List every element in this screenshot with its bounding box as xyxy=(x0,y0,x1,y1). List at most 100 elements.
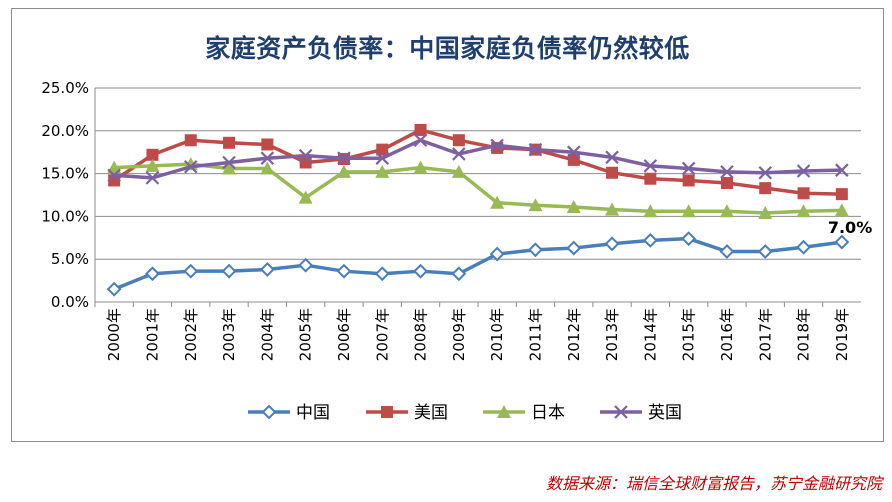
series-line-0 xyxy=(113,236,843,291)
data-point-2 xyxy=(490,195,505,209)
x-tick-label: 2013年 xyxy=(603,308,621,361)
data-point-0 xyxy=(374,266,390,282)
chart-title: 家庭资产负债率：中国家庭负债率仍然较低 xyxy=(205,34,690,63)
legend-label: 中国 xyxy=(296,403,330,423)
data-point-0 xyxy=(796,239,811,255)
x-tick-label: 2009年 xyxy=(450,308,468,361)
data-point-2 xyxy=(566,199,581,213)
x-tick-label: 2001年 xyxy=(143,308,161,361)
data-point-0 xyxy=(221,263,237,279)
data-point-0 xyxy=(451,266,467,282)
data-point-3 xyxy=(605,150,619,165)
data-point-1 xyxy=(644,172,657,185)
x-tick-label: 2017年 xyxy=(756,308,774,361)
series-line-1 xyxy=(113,128,842,196)
data-point-1 xyxy=(606,166,619,179)
legend-label: 日本 xyxy=(531,403,565,423)
data-point-1 xyxy=(146,148,159,161)
x-tick-label: 2012年 xyxy=(565,308,583,361)
data-point-0 xyxy=(489,246,505,262)
data-point-3 xyxy=(413,133,428,147)
x-tick-label: 2003年 xyxy=(220,308,238,361)
data-point-1 xyxy=(414,123,427,136)
data-point-1 xyxy=(376,143,389,156)
y-tick-label: 25.0% xyxy=(41,79,89,97)
data-point-2 xyxy=(413,160,428,174)
data-point-3 xyxy=(222,155,236,170)
data-point-2 xyxy=(375,164,390,178)
data-point-2 xyxy=(719,204,734,218)
x-tick-label: 2000年 xyxy=(105,308,123,361)
data-point-0 xyxy=(106,281,122,297)
data-point-0 xyxy=(757,244,773,259)
data-point-3 xyxy=(758,165,773,180)
data-point-2 xyxy=(605,202,620,216)
data-point-3 xyxy=(145,171,160,185)
source-note: 数据来源：瑞信全球财富报告，苏宁金融研究院 xyxy=(545,474,882,493)
data-point-3 xyxy=(490,138,504,153)
data-point-0 xyxy=(719,244,735,259)
data-point-3 xyxy=(720,165,734,179)
data-point-1 xyxy=(567,153,580,166)
data-point-2 xyxy=(834,203,849,217)
data-point-0 xyxy=(528,242,543,258)
data-point-2 xyxy=(260,161,275,175)
x-tick-label: 2019年 xyxy=(833,308,851,361)
data-point-2 xyxy=(643,204,658,218)
data-point-1 xyxy=(223,136,236,149)
data-point-0 xyxy=(604,236,620,252)
data-point-3 xyxy=(183,159,198,174)
series-line-2 xyxy=(114,162,842,215)
legend-marker xyxy=(261,404,277,420)
y-tick-label: 10.0% xyxy=(41,207,89,225)
data-point-2 xyxy=(796,204,811,218)
data-point-3 xyxy=(375,151,390,165)
x-tick-label: 2008年 xyxy=(412,308,430,361)
data-point-1 xyxy=(835,188,848,201)
data-point-2 xyxy=(451,164,466,178)
y-tick-label: 0.0% xyxy=(51,293,89,311)
x-tick-label: 2011年 xyxy=(526,308,544,361)
data-point-1 xyxy=(184,134,197,147)
legend-marker xyxy=(614,405,628,419)
data-point-0 xyxy=(145,266,160,282)
x-tick-label: 2010年 xyxy=(488,308,506,361)
data-point-0 xyxy=(834,234,850,250)
data-point-2 xyxy=(758,205,773,219)
y-tick-label: 5.0% xyxy=(51,250,89,268)
data-label: 7.0% xyxy=(828,218,872,237)
x-tick-label: 2006年 xyxy=(335,308,353,361)
x-tick-label: 2004年 xyxy=(258,308,276,361)
data-point-3 xyxy=(452,147,466,161)
data-point-3 xyxy=(337,151,351,165)
data-point-1 xyxy=(759,182,772,195)
data-point-2 xyxy=(298,190,313,204)
data-point-0 xyxy=(259,262,275,277)
data-point-0 xyxy=(336,263,352,279)
x-tick-label: 2018年 xyxy=(795,308,813,361)
data-point-3 xyxy=(298,148,313,163)
data-point-3 xyxy=(528,142,543,157)
y-tick-label: 20.0% xyxy=(41,122,89,140)
data-point-2 xyxy=(145,158,160,172)
data-point-3 xyxy=(681,161,696,176)
data-point-0 xyxy=(681,231,697,247)
series-line-3 xyxy=(114,138,842,180)
data-point-1 xyxy=(720,177,733,190)
legend-marker xyxy=(497,405,511,418)
data-point-1 xyxy=(797,187,810,200)
data-point-2 xyxy=(336,164,351,178)
data-point-3 xyxy=(107,168,121,183)
x-tick-label: 2014年 xyxy=(641,308,659,361)
data-point-0 xyxy=(566,240,582,256)
data-point-3 xyxy=(643,159,658,173)
data-point-2 xyxy=(681,204,696,218)
data-point-0 xyxy=(413,263,428,279)
data-point-1 xyxy=(261,138,274,151)
x-tick-label: 2015年 xyxy=(680,308,698,361)
x-tick-label: 2007年 xyxy=(373,308,391,361)
data-point-2 xyxy=(528,198,543,212)
chart-frame: 家庭资产负债率：中国家庭负债率仍然较低 xyxy=(11,8,884,442)
data-point-0 xyxy=(298,257,314,273)
x-tick-label: 2005年 xyxy=(297,308,315,361)
